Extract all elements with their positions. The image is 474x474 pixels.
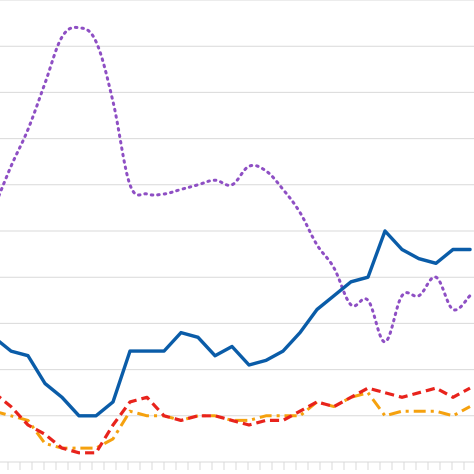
series-lines: [0, 25, 472, 455]
series-line-dotted: [0, 25, 472, 344]
series-line-dashdot: [0, 391, 471, 450]
gridlines: [0, 0, 474, 417]
series-line-dashed: [0, 386, 471, 455]
series-line-solid: [0, 229, 472, 418]
x-axis: [0, 461, 474, 470]
